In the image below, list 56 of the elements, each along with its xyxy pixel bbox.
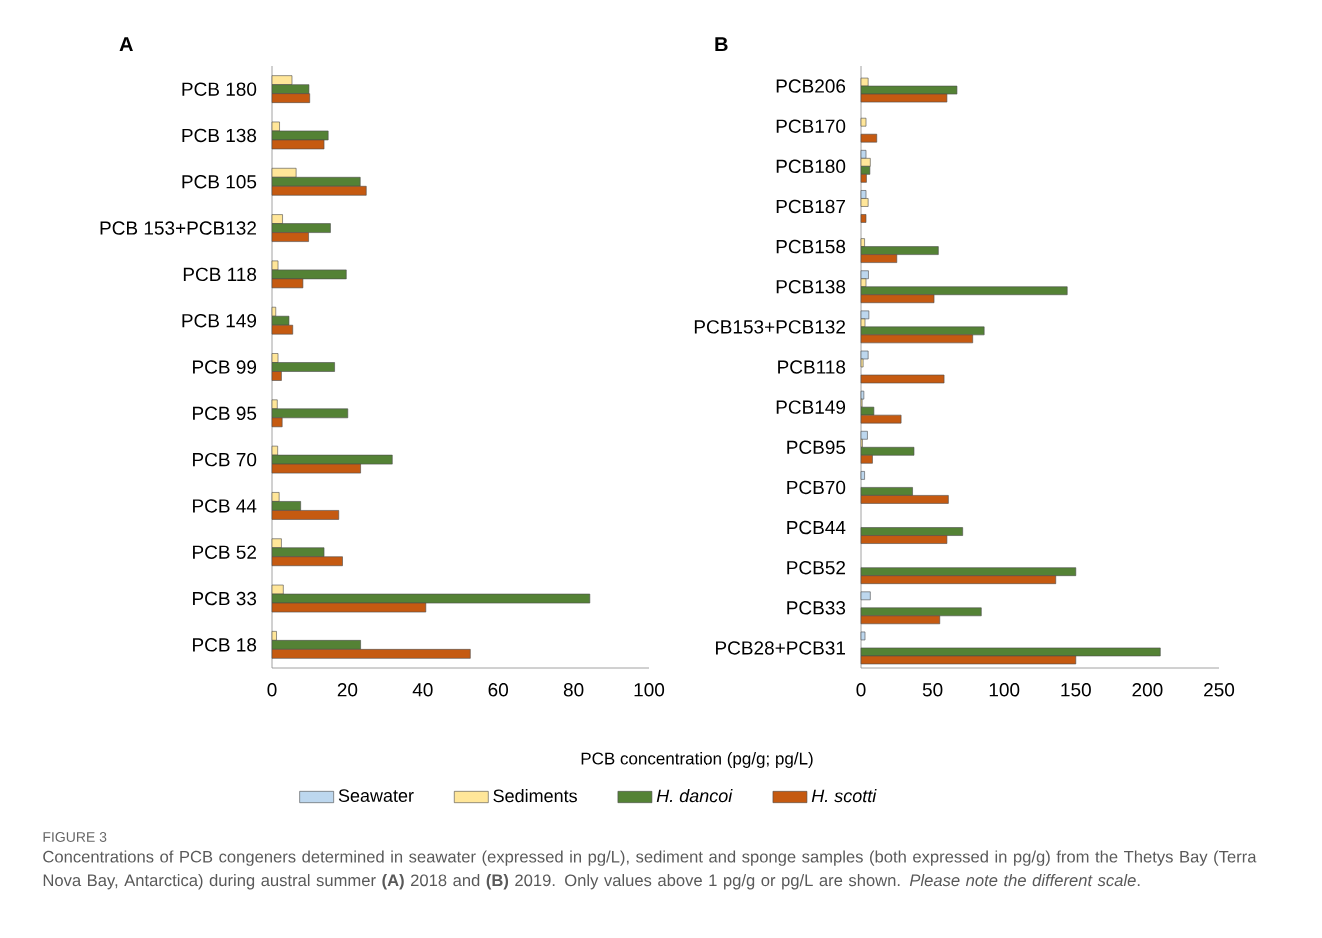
legend-label: H. scotti	[811, 789, 877, 803]
y-tick-label: PCB95	[787, 440, 846, 454]
y-tick-label: PCB 153+PCB132	[100, 221, 256, 235]
x-tick-label: 80	[563, 683, 584, 697]
y-tick-label: PCB187	[776, 199, 846, 214]
y-tick-label: PCB 52	[193, 545, 256, 559]
x-tick-label: 60	[488, 683, 509, 697]
bar	[860, 471, 865, 480]
bar	[860, 117, 867, 127]
y-tick-label: PCB118	[778, 360, 846, 374]
y-tick-label: PCB149	[776, 400, 846, 414]
y-tick-label: PCB158	[776, 239, 846, 254]
y-tick-label: PCB 138	[182, 128, 257, 143]
y-tick-label: PCB180	[776, 159, 846, 174]
legend-label: Seawater	[338, 789, 414, 802]
y-tick-label: PCB206	[776, 79, 846, 93]
chart-title: B	[715, 37, 728, 51]
bar	[860, 591, 871, 601]
text: Concentrations of PCB congeners determined in seawater (expressed in pg/L), sediment and sponge samples (both expressed in pg/g) from the Thetys Bay (Terra Nova Bay, Antarctica) during austral summer (A) 2018 and (B) 2019. Only values above 1 pg/g or pg/L are shown. Please note the different scale.	[43, 850, 1257, 890]
x-tick-label: 150	[1061, 683, 1091, 697]
legend-label: Sediments	[493, 789, 577, 803]
y-tick-label: PCB 33	[193, 591, 257, 606]
y-tick-label: PCB 18	[193, 638, 257, 652]
chart-title: A	[119, 37, 133, 51]
y-tick-label: PCB44	[787, 520, 846, 535]
y-tick-label: PCB 118	[183, 267, 257, 282]
y-tick-label: PCB33	[787, 601, 846, 615]
x-tick-label: 100	[989, 683, 1020, 697]
y-tick-label: PCB170	[776, 119, 846, 133]
x-axis-title: PCB concentration (pg/g; pg/L)	[581, 752, 813, 768]
y-tick-label: PCB 44	[193, 499, 257, 513]
y-tick-label: PCB 105	[182, 175, 257, 189]
bar	[860, 374, 945, 384]
x-tick-label: 0	[856, 683, 866, 697]
caption: FIGURE 3	[43, 832, 107, 842]
x-tick-label: 50	[922, 683, 943, 697]
y-tick-label: PCB52	[787, 560, 846, 575]
y-tick-label: PCB138	[776, 279, 846, 294]
x-tick-label: 40	[412, 683, 433, 697]
x-tick-label: 100	[634, 683, 665, 697]
y-tick-label: PCB 99	[193, 360, 257, 374]
legend-label: H. dancoi	[656, 789, 733, 803]
x-tick-label: 250	[1204, 683, 1235, 697]
y-tick-label: PCB153+PCB132	[694, 320, 845, 334]
bar	[860, 133, 878, 143]
bar	[860, 214, 867, 223]
y-tick-label: PCB 180	[182, 82, 257, 96]
y-tick-label: PCB 149	[182, 313, 257, 328]
x-tick-label: 20	[337, 683, 358, 697]
x-tick-label: 200	[1132, 683, 1163, 697]
y-tick-label: PCB28+PCB31	[716, 641, 846, 655]
bar	[860, 631, 866, 641]
x-tick-label: 0	[267, 683, 277, 697]
y-tick-label: PCB 70	[193, 452, 257, 467]
y-tick-label: PCB 95	[193, 406, 257, 421]
y-tick-label: PCB70	[787, 480, 846, 495]
